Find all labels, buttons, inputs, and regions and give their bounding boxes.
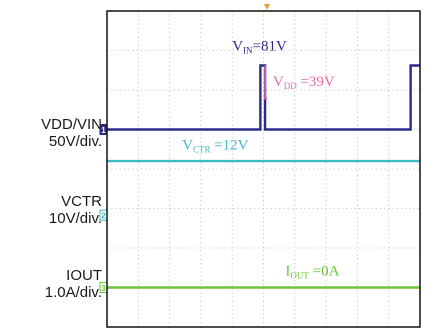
annotation-ctr: VCTR =12V	[182, 137, 249, 154]
annotation-value: =81V	[253, 39, 287, 55]
channel1-name: VDD/VIN	[41, 116, 102, 133]
channel2-name: VCTR	[61, 193, 102, 210]
annotation-main: V	[232, 39, 243, 55]
channel2-label: VCTR 10V/div.	[49, 193, 102, 227]
annotation-main: I	[285, 264, 290, 280]
marker-number: 3	[101, 284, 106, 293]
marker-number: 2	[101, 212, 106, 221]
annotation-dd: VDD =39V	[273, 74, 335, 91]
trace-vdd	[264, 65, 268, 100]
annotation-value: =12V	[210, 137, 248, 153]
annotation-in: VIN=81V	[232, 39, 287, 56]
channel2-scale: 10V/div.	[48, 210, 102, 227]
marker-number: 1	[101, 126, 106, 135]
channel3-label: IOUT 1.0A/div.	[45, 267, 102, 301]
annotation-main: V	[182, 137, 193, 153]
annotation-subscript: IN	[243, 46, 253, 56]
annotation-value: =0A	[309, 264, 340, 280]
trace-layer	[107, 64, 420, 289]
channel1-label: VDD/VIN 50V/div.	[41, 116, 102, 150]
trigger-marker	[264, 4, 270, 10]
annotation-subscript: OUT	[290, 271, 309, 281]
annotation-main: V	[273, 74, 284, 90]
annotation-out: IOUT =0A	[285, 264, 339, 281]
annotation-subscript: DD	[284, 81, 297, 91]
annotation-subscript: CTR	[193, 144, 211, 154]
channel3-scale: 1.0A/div.	[44, 284, 102, 301]
channel1-scale: 50V/div.	[48, 133, 102, 150]
channel3-name: IOUT	[66, 267, 102, 284]
annotation-value: =39V	[297, 74, 335, 90]
plot-frame	[106, 10, 421, 328]
